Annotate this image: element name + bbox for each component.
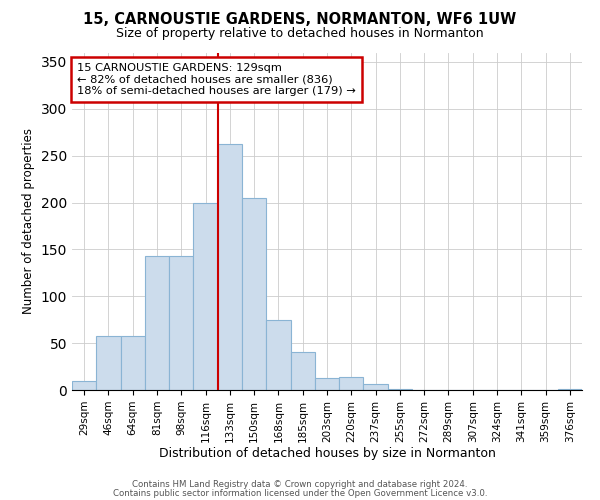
Y-axis label: Number of detached properties: Number of detached properties <box>22 128 35 314</box>
Bar <box>315 378 339 390</box>
Bar <box>193 204 218 390</box>
Bar <box>96 336 121 390</box>
Bar <box>558 389 582 390</box>
Bar <box>388 389 412 390</box>
Bar <box>145 256 169 390</box>
Bar <box>218 144 242 390</box>
Bar <box>169 256 193 390</box>
Text: Contains HM Land Registry data © Crown copyright and database right 2024.: Contains HM Land Registry data © Crown c… <box>132 480 468 489</box>
Bar <box>242 198 266 390</box>
Bar <box>72 380 96 390</box>
Bar <box>339 377 364 390</box>
Text: 15 CARNOUSTIE GARDENS: 129sqm
← 82% of detached houses are smaller (836)
18% of : 15 CARNOUSTIE GARDENS: 129sqm ← 82% of d… <box>77 62 356 96</box>
Bar <box>266 320 290 390</box>
X-axis label: Distribution of detached houses by size in Normanton: Distribution of detached houses by size … <box>158 448 496 460</box>
Bar <box>364 384 388 390</box>
Text: Contains public sector information licensed under the Open Government Licence v3: Contains public sector information licen… <box>113 490 487 498</box>
Bar <box>290 352 315 390</box>
Bar <box>121 336 145 390</box>
Text: 15, CARNOUSTIE GARDENS, NORMANTON, WF6 1UW: 15, CARNOUSTIE GARDENS, NORMANTON, WF6 1… <box>83 12 517 28</box>
Text: Size of property relative to detached houses in Normanton: Size of property relative to detached ho… <box>116 28 484 40</box>
